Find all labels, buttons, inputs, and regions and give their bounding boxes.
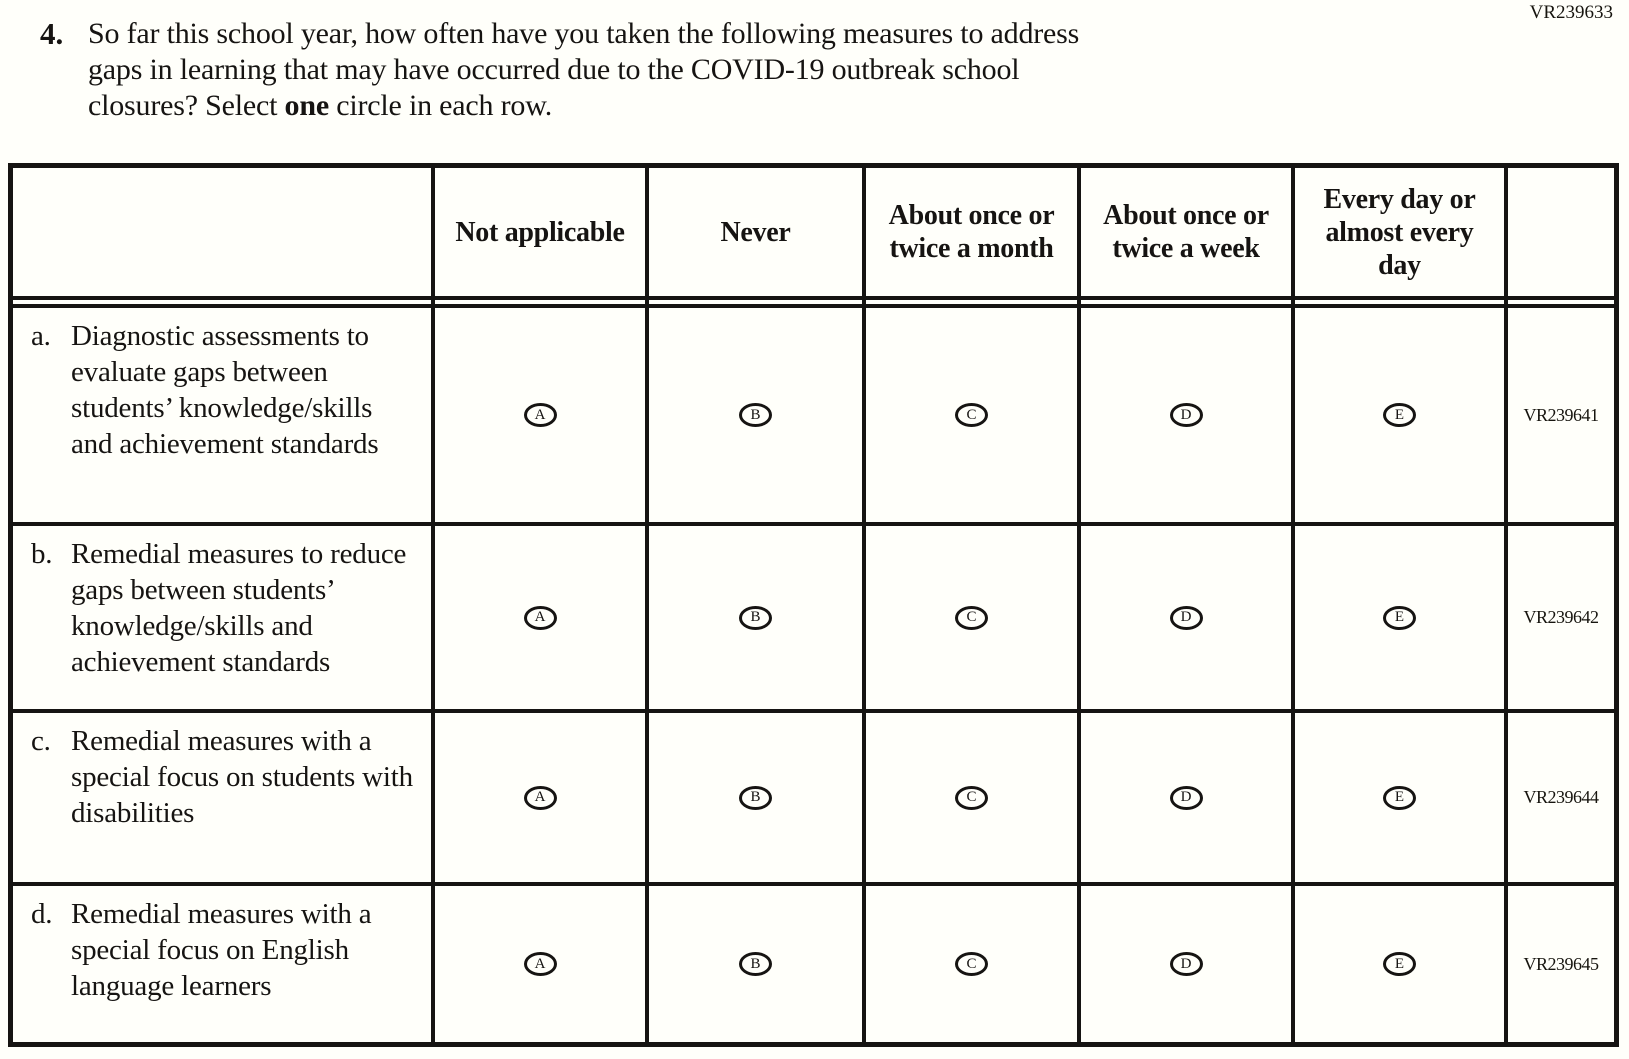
cell-c-never: B bbox=[649, 713, 862, 882]
row-letter-d: d. bbox=[31, 898, 53, 930]
form-code-top-right: VR239633 bbox=[1529, 2, 1613, 23]
cell-d-never: B bbox=[649, 886, 862, 1042]
row-label-a: a. Diagnostic assessments to evaluate ga… bbox=[13, 308, 431, 522]
cell-b-never: B bbox=[649, 526, 862, 709]
header-divider bbox=[435, 300, 645, 304]
question-number: 4. bbox=[40, 16, 64, 51]
cell-b-once-twice-week: D bbox=[1081, 526, 1291, 709]
row-code-c: VR239644 bbox=[1508, 713, 1614, 882]
header-empty-right bbox=[1508, 168, 1614, 296]
row-text-d: Remedial measures with a special focus o… bbox=[71, 898, 372, 1002]
header-divider bbox=[1081, 300, 1291, 304]
row-letter-b: b. bbox=[31, 538, 53, 570]
option-circle-d-B[interactable]: B bbox=[739, 952, 772, 976]
option-circle-c-B[interactable]: B bbox=[739, 785, 772, 810]
cell-b-not-applicable: A bbox=[435, 526, 645, 709]
header-empty-left bbox=[13, 168, 431, 296]
option-circle-c-C[interactable]: C bbox=[955, 785, 988, 810]
row-text-b: Remedial measures to reduce gaps between… bbox=[71, 538, 407, 678]
question-block: 4. So far this school year, how often ha… bbox=[40, 16, 1079, 124]
option-circle-a-E[interactable]: E bbox=[1383, 403, 1416, 427]
cell-b-once-twice-month: C bbox=[866, 526, 1077, 709]
row-text-a: Diagnostic assessments to evaluate gaps … bbox=[71, 320, 379, 460]
header-divider bbox=[1295, 300, 1504, 304]
cell-c-once-twice-month: C bbox=[866, 713, 1077, 882]
question-line-1: So far this school year, how often have … bbox=[88, 17, 1080, 50]
option-circle-d-E[interactable]: E bbox=[1383, 952, 1416, 976]
header-never: Never bbox=[649, 168, 862, 296]
header-every-day: Every day or almost every day bbox=[1295, 168, 1504, 296]
option-circle-a-A[interactable]: A bbox=[523, 403, 557, 427]
row-code-d: VR239645 bbox=[1508, 886, 1614, 1042]
option-circle-b-E[interactable]: E bbox=[1383, 605, 1416, 630]
option-circle-d-A[interactable]: A bbox=[523, 952, 557, 976]
question-text: So far this school year, how often have … bbox=[88, 16, 1079, 124]
cell-d-once-twice-week: D bbox=[1081, 886, 1291, 1042]
option-circle-b-C[interactable]: C bbox=[955, 605, 988, 630]
header-divider bbox=[13, 300, 431, 304]
cell-a-once-twice-week: D bbox=[1081, 308, 1291, 522]
option-circle-a-C[interactable]: C bbox=[955, 403, 988, 427]
row-label-c: c. Remedial measures with a special focu… bbox=[13, 713, 431, 882]
cell-d-every-day: E bbox=[1295, 886, 1504, 1042]
header-once-twice-month: About once or twice a month bbox=[866, 168, 1077, 296]
option-circle-c-A[interactable]: A bbox=[523, 785, 557, 810]
question-line-2: gaps in learning that may have occurred … bbox=[88, 53, 1020, 86]
option-circle-b-D[interactable]: D bbox=[1169, 605, 1203, 630]
option-circle-c-E[interactable]: E bbox=[1383, 785, 1416, 810]
cell-a-never: B bbox=[649, 308, 862, 522]
cell-c-every-day: E bbox=[1295, 713, 1504, 882]
option-circle-a-B[interactable]: B bbox=[739, 403, 772, 427]
row-label-b: b. Remedial measures to reduce gaps betw… bbox=[13, 526, 431, 709]
option-circle-a-D[interactable]: D bbox=[1169, 403, 1203, 427]
response-matrix-table: Not applicable Never About once or twice… bbox=[8, 163, 1619, 1047]
header-divider bbox=[649, 300, 862, 304]
row-label-d: d. Remedial measures with a special focu… bbox=[13, 886, 431, 1042]
question-bold-word: one bbox=[284, 89, 330, 122]
cell-a-once-twice-month: C bbox=[866, 308, 1077, 522]
row-letter-c: c. bbox=[31, 725, 51, 757]
cell-b-every-day: E bbox=[1295, 526, 1504, 709]
option-circle-c-D[interactable]: D bbox=[1169, 785, 1203, 810]
option-circle-b-B[interactable]: B bbox=[739, 605, 772, 630]
cell-c-not-applicable: A bbox=[435, 713, 645, 882]
row-text-c: Remedial measures with a special focus o… bbox=[71, 725, 413, 829]
header-divider bbox=[1508, 300, 1614, 304]
cell-d-once-twice-month: C bbox=[866, 886, 1077, 1042]
row-code-b: VR239642 bbox=[1508, 526, 1614, 709]
cell-d-not-applicable: A bbox=[435, 886, 645, 1042]
question-line-3: closures? Select one circle in each row. bbox=[88, 89, 553, 122]
row-letter-a: a. bbox=[31, 320, 51, 352]
header-divider bbox=[866, 300, 1077, 304]
cell-a-every-day: E bbox=[1295, 308, 1504, 522]
cell-a-not-applicable: A bbox=[435, 308, 645, 522]
option-circle-d-D[interactable]: D bbox=[1169, 952, 1203, 976]
option-circle-d-C[interactable]: C bbox=[955, 952, 988, 976]
option-circle-b-A[interactable]: A bbox=[523, 605, 557, 630]
cell-c-once-twice-week: D bbox=[1081, 713, 1291, 882]
header-once-twice-week: About once or twice a week bbox=[1081, 168, 1291, 296]
row-code-a: VR239641 bbox=[1508, 308, 1614, 522]
header-not-applicable: Not applicable bbox=[435, 168, 645, 296]
